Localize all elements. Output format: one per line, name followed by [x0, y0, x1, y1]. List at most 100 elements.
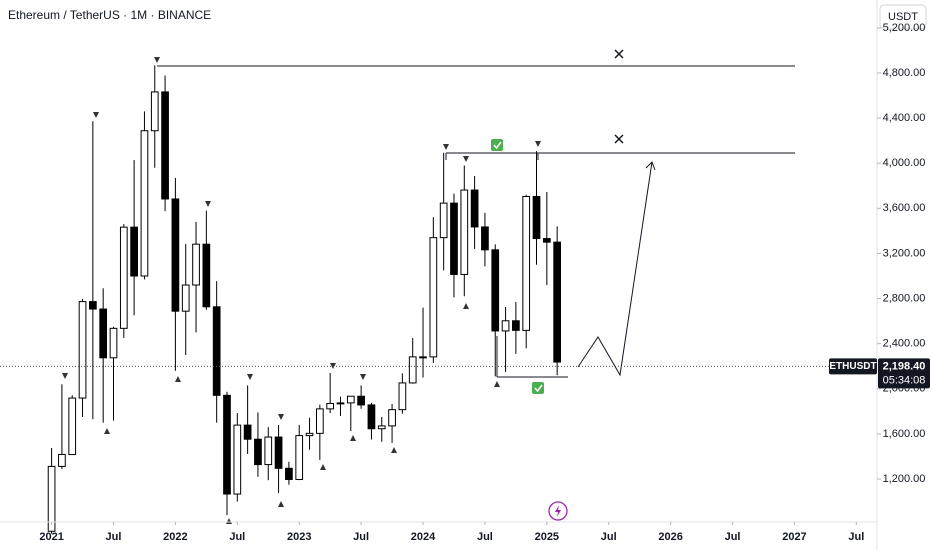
candle-body	[47, 465, 56, 532]
check-icon	[534, 384, 543, 393]
candle	[264, 427, 273, 481]
candle	[140, 111, 149, 280]
candle	[357, 385, 365, 409]
y-tick-label: 4,800.00	[883, 67, 926, 79]
currency-label[interactable]: USDT	[888, 11, 918, 23]
lightning-icon[interactable]	[548, 501, 568, 521]
y-tick-label: 4,000.00	[883, 157, 926, 169]
x-tick-label: Jul	[106, 531, 122, 543]
candle-body	[171, 198, 180, 312]
candle	[470, 175, 479, 249]
candle-body	[161, 91, 169, 200]
candle-body	[398, 382, 407, 411]
projection-arrow	[577, 161, 656, 377]
candle-body	[491, 249, 500, 332]
candle	[460, 165, 469, 297]
candle-body	[130, 226, 138, 277]
check-icon	[532, 382, 544, 394]
x-tick-label: Jul	[477, 531, 493, 543]
candle	[119, 224, 128, 339]
x-tick-label: Jul	[725, 531, 741, 543]
y-tick-label: 2,800.00	[883, 292, 926, 304]
candle-body	[388, 409, 396, 427]
candle-body	[233, 424, 242, 495]
candle-body	[439, 202, 448, 239]
candle	[202, 210, 211, 310]
y-tick-label: 3,200.00	[883, 247, 926, 259]
candle	[68, 395, 77, 456]
candle-body	[264, 436, 273, 466]
candle-body	[140, 130, 149, 277]
drawings	[157, 49, 795, 378]
candle-body	[553, 241, 562, 363]
candle-body	[512, 320, 520, 331]
candle	[367, 402, 376, 440]
candle-body	[419, 356, 427, 359]
candle	[47, 448, 56, 534]
candle-body	[346, 395, 355, 404]
candle-body	[58, 453, 66, 467]
x-tick-label: 2026	[658, 531, 682, 543]
candle-body	[305, 432, 314, 437]
chart-title: Ethereum / TetherUS · 1M · BINANCE	[8, 8, 211, 22]
candle	[398, 373, 407, 414]
candle	[274, 424, 283, 494]
candle	[408, 338, 417, 384]
candle-body	[367, 404, 376, 430]
candle	[501, 307, 510, 372]
candle-body	[532, 195, 541, 240]
symbol-tag	[829, 358, 877, 375]
candle-body	[223, 394, 231, 495]
symbol-label: ETHUSDT	[829, 361, 876, 372]
candle	[542, 191, 551, 286]
price-tag	[878, 358, 930, 389]
candle	[553, 226, 562, 376]
candle	[78, 298, 87, 417]
candle	[233, 413, 242, 502]
x-tick-label: Jul	[229, 531, 245, 543]
candle-body	[336, 402, 345, 405]
x-tick-label: 2023	[287, 531, 311, 543]
candle	[450, 193, 458, 298]
candle	[512, 301, 520, 354]
candle-body	[295, 435, 304, 480]
candle	[130, 160, 138, 316]
candle-body	[470, 189, 479, 228]
countdown-label: 05:34:08	[883, 374, 926, 386]
currency-button[interactable]	[879, 4, 927, 30]
candle-body	[460, 189, 469, 275]
candle	[171, 177, 180, 371]
candle-body	[501, 320, 510, 332]
x-tick-label: 2022	[163, 531, 187, 543]
candle	[150, 65, 159, 168]
lightning-icon[interactable]	[555, 505, 561, 517]
candle	[377, 416, 386, 442]
candle	[419, 307, 427, 378]
candle-body	[274, 436, 283, 469]
candle	[522, 194, 531, 349]
candle-body	[243, 424, 252, 440]
x-tick-label: 2021	[39, 531, 63, 543]
candle-body	[285, 467, 293, 480]
candle	[58, 384, 66, 469]
candle	[99, 288, 108, 423]
check-marks	[491, 139, 544, 394]
candle	[439, 152, 448, 271]
candle	[223, 391, 231, 516]
candle-body	[150, 91, 159, 132]
x-tick-label: Jul	[353, 531, 369, 543]
candle-body	[109, 327, 118, 359]
check-icon	[491, 139, 503, 151]
x-tick-label: 2027	[782, 531, 806, 543]
candle	[295, 424, 304, 481]
candle-body	[326, 402, 335, 410]
x-tick-label: 2025	[535, 531, 559, 543]
candle-body	[377, 425, 386, 430]
candle	[212, 281, 221, 423]
candle	[315, 404, 324, 460]
candle-body	[68, 397, 77, 456]
candle-body	[408, 356, 417, 384]
price-label: 2,198.40	[883, 360, 926, 372]
candle-body	[522, 195, 531, 331]
